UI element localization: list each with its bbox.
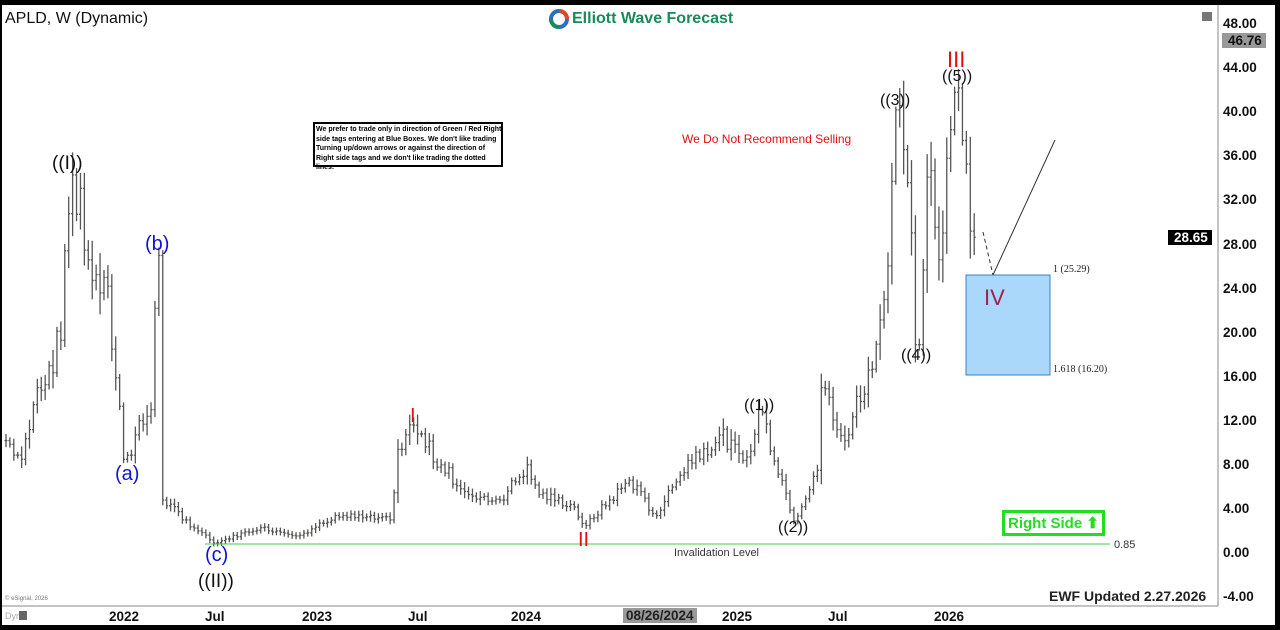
y-tick-label: 36.00 xyxy=(1223,148,1257,164)
wave-label-4: ((4)) xyxy=(901,347,932,364)
ohlc-bars xyxy=(4,69,976,547)
updated-text: EWF Updated 2.27.2026 xyxy=(1049,588,1207,604)
wave-label-I: I xyxy=(410,405,416,427)
y-tick-label: 40.00 xyxy=(1223,104,1257,120)
wave-label-1: ((1)) xyxy=(744,397,775,414)
y-tick-label: 20.00 xyxy=(1223,324,1257,340)
wave-label-II-circle: ((II)) xyxy=(198,571,234,592)
wave-label-5: ((5)) xyxy=(942,68,973,85)
x-tick-label: 2023 xyxy=(302,609,333,624)
wave-label-IV: IV xyxy=(984,285,1005,310)
y-tick-label: 4.00 xyxy=(1223,501,1250,517)
copyright: © eSignal, 2026 xyxy=(5,596,48,602)
y-tick-label: 48.00 xyxy=(1223,16,1257,31)
brand-name: Elliott Wave Forecast xyxy=(572,10,734,27)
wave-label-I-circle: ((I)) xyxy=(52,153,83,174)
y-tick-label: 12.00 xyxy=(1223,412,1257,428)
wave-label-a: (a) xyxy=(115,463,140,485)
x-tick-label: 2022 xyxy=(109,609,140,624)
x-tick-label: 2025 xyxy=(722,609,753,624)
notice-text: We prefer to trade only in direction of … xyxy=(316,126,502,171)
right-side-tag: Right Side ⬆ xyxy=(1002,510,1105,536)
blue-box xyxy=(965,274,1051,376)
projection-dotted-line xyxy=(982,231,994,276)
y-tick-label: 28.00 xyxy=(1223,236,1257,252)
wave-label-II: II xyxy=(578,529,590,551)
high-price-tag: 46.76 xyxy=(1222,33,1266,48)
last-price-tag: 28.65 xyxy=(1168,230,1212,245)
wave-label-c: (c) xyxy=(205,544,229,566)
y-tick-label: 44.00 xyxy=(1223,60,1257,76)
wave-label-b: (b) xyxy=(145,233,170,255)
x-tick-label: Jul xyxy=(205,609,225,624)
symbol-title: APLD, W (Dynamic) xyxy=(5,10,149,27)
x-tick-label: 2026 xyxy=(934,609,965,624)
x-tick-label: Jul xyxy=(828,609,848,624)
y-tick-label: -4.00 xyxy=(1223,589,1254,605)
wave-label-2: ((2)) xyxy=(778,519,809,536)
brand-logo: Elliott Wave Forecast xyxy=(549,9,733,29)
fib-1618-label: 1.618 (16.20) xyxy=(1053,364,1108,375)
y-tick-label: 0.00 xyxy=(1223,545,1250,561)
window-restore-icon[interactable] xyxy=(1202,12,1212,21)
notice-box xyxy=(313,122,503,167)
arrow-up-icon: ⬆ xyxy=(1082,515,1099,532)
wave-label-III: III xyxy=(947,47,966,72)
invalidation-value: 0.85 xyxy=(1114,539,1136,551)
right-side-label: Right Side xyxy=(1008,515,1083,532)
mode-label[interactable]: Dyn xyxy=(5,611,22,621)
mode-icon[interactable] xyxy=(19,611,27,620)
x-tick-label: Jul xyxy=(408,609,428,624)
fib-1-label: 1 (25.29) xyxy=(1053,264,1090,275)
y-tick-label: 24.00 xyxy=(1223,280,1257,296)
wave-label-3: ((3)) xyxy=(880,92,911,109)
recommendation-text: We Do Not Recommend Selling xyxy=(682,132,852,146)
y-tick-label: 32.00 xyxy=(1223,192,1257,208)
y-tick-label: 8.00 xyxy=(1223,457,1250,472)
invalidation-label: Invalidation Level xyxy=(674,547,760,559)
logo-icon xyxy=(549,9,569,29)
x-tick-label: 2024 xyxy=(511,609,542,624)
price-chart[interactable] xyxy=(2,5,1275,625)
cursor-date-tag: 08/26/2024 xyxy=(623,608,697,623)
y-tick-label: 16.00 xyxy=(1223,368,1257,384)
chart-window: APLD, W (Dynamic) Elliott Wave Forecast … xyxy=(2,5,1275,625)
projection-line xyxy=(992,139,1056,276)
